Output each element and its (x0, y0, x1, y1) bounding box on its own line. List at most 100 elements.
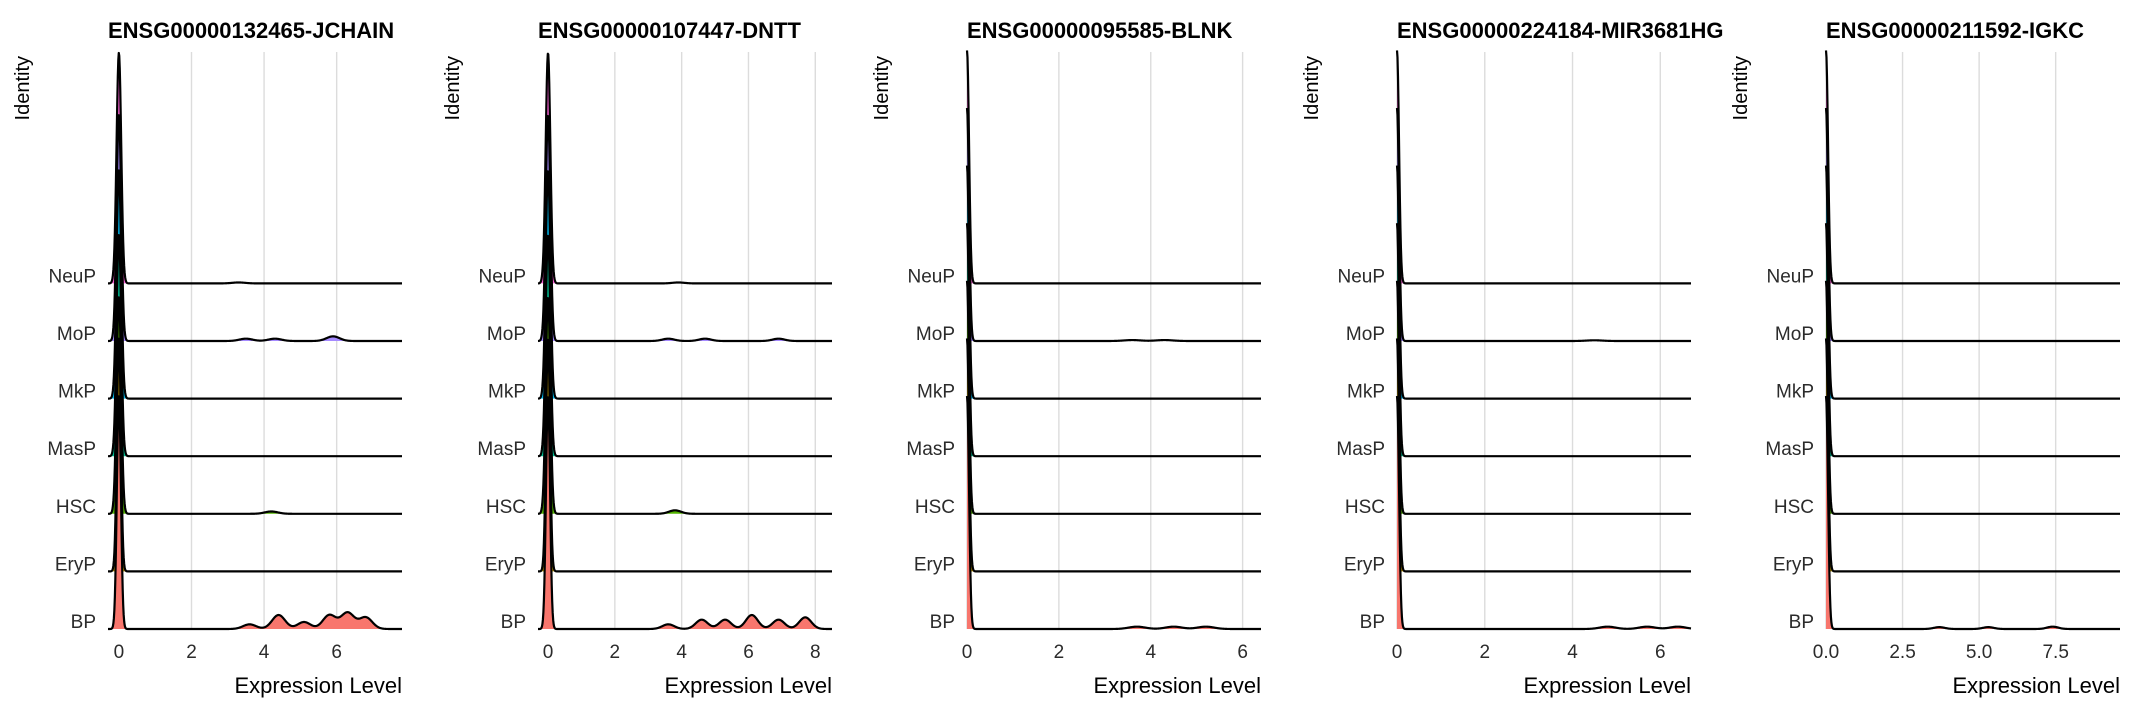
chart-title: ENSG00000211592-IGKC (1826, 18, 2084, 43)
category-label: MasP (1336, 439, 1385, 460)
ridge-fill-mop (108, 115, 402, 342)
ridge-line-mop (1824, 107, 2121, 343)
ridge-line-masp (965, 223, 1262, 458)
x-tick-label: 2 (186, 642, 197, 663)
ridge-fill-hsc (108, 297, 402, 514)
chart-title: ENSG00000107447-DNTT (538, 18, 801, 43)
ridge-line-neup (537, 52, 833, 285)
category-label: HSC (56, 497, 96, 518)
category-label: MkP (1347, 382, 1385, 403)
x-tick-label: 6 (743, 642, 754, 663)
category-label: MasP (1765, 439, 1814, 460)
ridge-fill-bp (967, 396, 1261, 629)
category-label: NeuP (907, 266, 955, 287)
ridge-line-neup (107, 51, 403, 285)
y-axis-label: Identity (1301, 56, 1323, 120)
ridge-fill-eryp (967, 338, 1261, 572)
ridge-fill-masp (967, 223, 1261, 457)
ridge-fill-neup (108, 52, 402, 284)
category-label: EryP (914, 554, 955, 575)
y-axis-label: Identity (1730, 56, 1752, 120)
ridge-line-eryp (965, 338, 1262, 573)
chart-panel: NeuP MoP MkP MasP HSC EryP BP 0 2 4 6 8 ENSG00000107… (442, 18, 833, 698)
ridge-fill-mkp (1826, 165, 2120, 399)
ridge-fill-eryp (1397, 338, 1691, 572)
ridge-fill-bp (1397, 396, 1691, 629)
ridge-fill-mkp (538, 171, 832, 399)
ridge-fill-neup (967, 50, 1261, 284)
ridge-line-hsc (107, 296, 403, 515)
ridge-line-masp (1824, 223, 2121, 458)
ridge-fill-masp (1397, 223, 1691, 457)
category-label: HSC (1774, 497, 1814, 518)
x-tick-label: 4 (676, 642, 687, 663)
ridge-fill-masp (1826, 223, 2120, 457)
ridge-line-mkp (1395, 165, 1692, 400)
ridge-fill-mkp (108, 170, 402, 399)
y-axis-label: Identity (871, 56, 893, 120)
ridge-line-eryp (107, 337, 403, 573)
x-tick-label: 2.5 (1889, 642, 1915, 663)
x-axis-label: Expression Level (1952, 673, 2120, 698)
x-tick-label: 5.0 (1966, 642, 1992, 663)
ridge-line-mop (537, 114, 833, 343)
chart-panel: NeuP MoP MkP MasP HSC EryP BP 0.0 2.5 5.0 7.5 ENSG0… (1730, 18, 2121, 698)
category-label: MoP (487, 324, 526, 345)
x-tick-label: 0.0 (1813, 642, 1839, 663)
category-label: MkP (1776, 382, 1814, 403)
ridge-line-mop (1395, 107, 1692, 343)
category-label: MoP (57, 324, 96, 345)
category-label: BP (1360, 612, 1385, 633)
category-label: MkP (917, 382, 955, 403)
x-tick-label: 8 (810, 642, 821, 663)
ridge-line-eryp (1824, 338, 2121, 573)
ridge-line-bp (1824, 395, 2121, 631)
ridge-line-hsc (537, 297, 833, 515)
ridge-fill-neup (1397, 50, 1691, 284)
x-tick-label: 0 (1392, 642, 1403, 663)
x-tick-label: 4 (259, 642, 270, 663)
ridge-line-masp (537, 234, 833, 458)
x-tick-label: 0 (114, 642, 125, 663)
category-label: HSC (486, 497, 526, 518)
ridge-fill-hsc (538, 298, 832, 514)
ridge-line-hsc (965, 280, 1262, 515)
ridge-fill-neup (1826, 50, 2120, 284)
x-tick-label: 6 (1655, 642, 1666, 663)
ridge-line-eryp (537, 338, 833, 573)
category-label: MoP (916, 324, 955, 345)
chart-title: ENSG00000095585-BLNK (967, 18, 1232, 43)
chart-title: ENSG00000224184-MIR3681HG (1397, 18, 1724, 43)
x-axis-label: Expression Level (1093, 673, 1261, 698)
ridge-fill-hsc (1397, 280, 1691, 514)
ridge-line-bp (1395, 395, 1692, 631)
category-label: BP (71, 612, 96, 633)
category-label: BP (501, 612, 526, 633)
ridge-fill-neup (538, 53, 832, 284)
x-tick-label: 6 (1237, 642, 1248, 663)
ridge-fill-masp (108, 235, 402, 457)
category-label: NeuP (1766, 266, 1814, 287)
ridge-fill-bp (1826, 396, 2120, 629)
x-tick-label: 6 (331, 642, 342, 663)
chart-panel: NeuP MoP MkP MasP HSC EryP BP 0 2 4 6 ENSG000001324… (12, 18, 403, 698)
ridge-line-mop (965, 107, 1262, 343)
ridge-fill-mkp (967, 165, 1261, 399)
category-label: HSC (1345, 497, 1385, 518)
x-axis-label: Expression Level (234, 673, 402, 698)
ridge-line-bp (107, 395, 403, 631)
x-tick-label: 7.5 (2042, 642, 2068, 663)
x-tick-label: 2 (1054, 642, 1065, 663)
ridge-fill-mop (538, 116, 832, 341)
x-axis-label: Expression Level (664, 673, 832, 698)
ridge-fill-eryp (108, 338, 402, 572)
y-axis-label: Identity (12, 56, 34, 120)
ridge-fill-mop (1826, 108, 2120, 341)
category-label: HSC (915, 497, 955, 518)
category-label: EryP (1344, 554, 1385, 575)
ridge-line-neup (1824, 50, 2121, 285)
chart-panel: NeuP MoP MkP MasP HSC EryP BP 0 2 4 6 ENSG000002241… (1301, 18, 1724, 698)
category-label: MasP (477, 439, 526, 460)
chart-title: ENSG00000132465-JCHAIN (108, 18, 394, 43)
